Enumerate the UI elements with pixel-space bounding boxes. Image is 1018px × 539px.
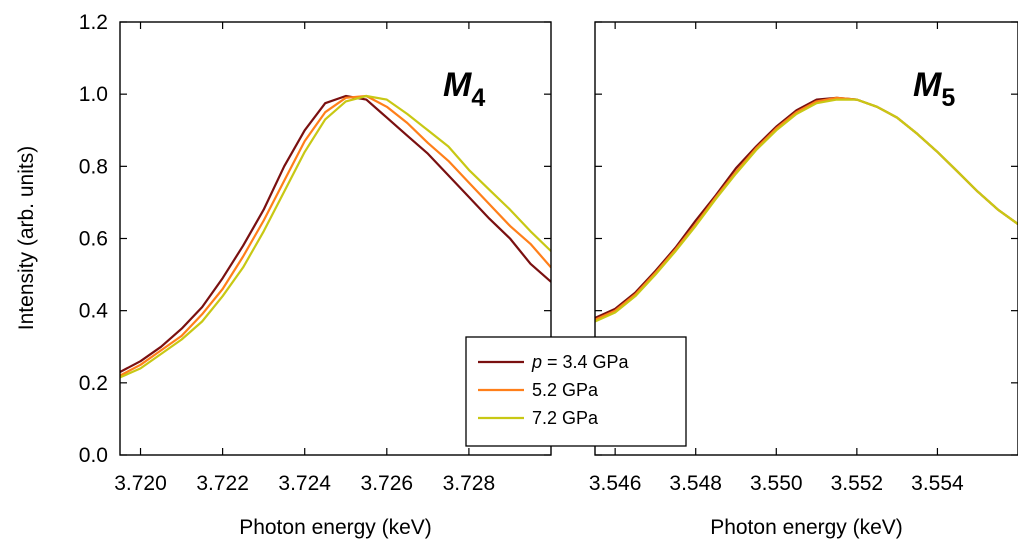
series-group <box>120 94 551 379</box>
series-line-1 <box>595 96 1018 319</box>
series-group <box>595 96 1018 323</box>
x-tick-label: 3.724 <box>278 472 331 495</box>
y-tick-label: 0.2 <box>79 372 108 395</box>
y-tick-label: 0.8 <box>79 155 108 178</box>
x-axis-label: Photon energy (keV) <box>239 516 432 539</box>
x-tick-label: 3.722 <box>196 472 249 495</box>
legend-label-symbol: p <box>531 352 542 372</box>
series-line-2 <box>595 96 1018 321</box>
y-tick-label: 1.0 <box>79 83 108 106</box>
y-tick-label: 0.6 <box>79 228 108 251</box>
legend-label: p = 3.4 GPa <box>531 352 630 372</box>
x-tick-label: 3.720 <box>114 472 167 495</box>
y-tick-label: 0.4 <box>79 300 109 323</box>
panel-label: M5 <box>913 66 955 112</box>
x-tick-label: 3.548 <box>669 472 722 495</box>
y-tick-label: 0.0 <box>79 444 108 467</box>
x-tick-label: 3.552 <box>831 472 884 495</box>
series-line-1 <box>120 94 551 373</box>
panel-m4: 3.720 3.722 3.724 3.726 3.728 0.0 0.2 0.4 0.6 0.8… <box>79 11 552 539</box>
legend-box <box>465 336 687 447</box>
panel-label-subscript: 5 <box>941 84 955 112</box>
x-tick-label: 3.554 <box>911 472 964 495</box>
series-line-3 <box>120 94 551 379</box>
panel-label-subscript: 4 <box>471 84 485 112</box>
legend-label: 7.2 GPa <box>532 408 599 428</box>
x-tick-label: 3.546 <box>589 472 642 495</box>
x-tick-label: 3.728 <box>443 472 496 495</box>
series-line-3 <box>595 98 1018 323</box>
panel-m5: 3.546 3.548 3.550 3.552 3.554 Photon energy (… <box>589 21 1018 539</box>
x-axis-label: Photon energy (keV) <box>710 516 903 539</box>
y-axis-label: Intensity (arb. units) <box>15 146 38 330</box>
legend-label: 5.2 GPa <box>532 380 599 400</box>
panel-label: M4 <box>443 66 485 112</box>
y-tick-label: 1.2 <box>79 11 108 34</box>
series-line-2 <box>120 94 551 377</box>
x-tick-label: 3.726 <box>361 472 414 495</box>
x-tick-label: 3.550 <box>750 472 803 495</box>
legend: p = 3.4 GPa 5.2 GPa 7.2 GPa <box>465 336 687 447</box>
